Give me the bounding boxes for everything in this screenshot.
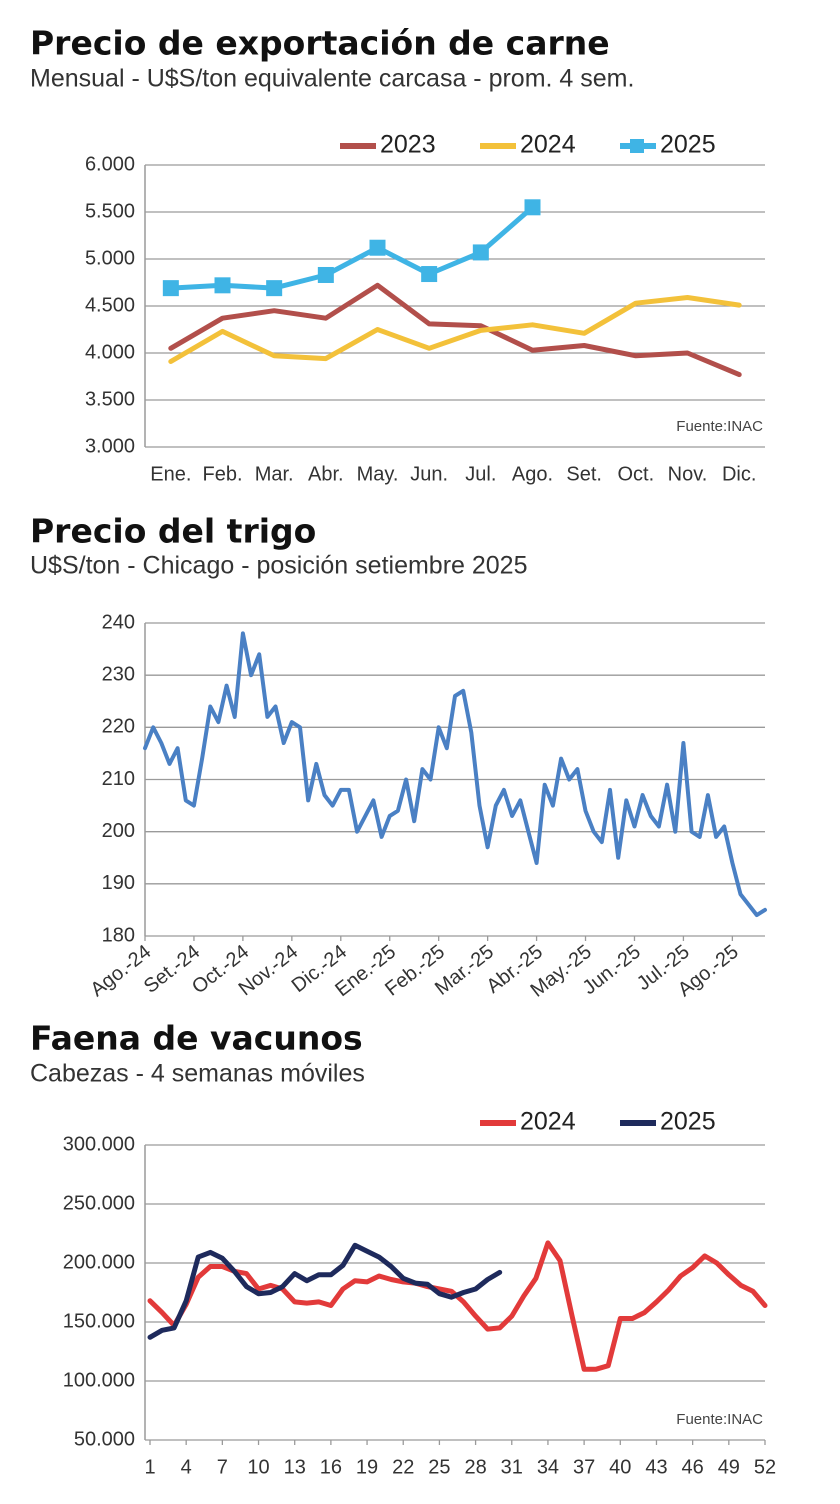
y-tick-label: 3.000 (85, 435, 135, 457)
x-tick-label: Oct. (617, 463, 654, 485)
y-tick-label: 100.000 (63, 1369, 135, 1391)
x-tick-label: 19 (356, 1456, 378, 1478)
x-tick-label: 4 (181, 1456, 192, 1478)
x-tick-label: 31 (501, 1456, 523, 1478)
y-tick-label: 5.500 (85, 200, 135, 222)
x-tick-label: 40 (609, 1456, 631, 1478)
x-tick-label: Feb. (202, 463, 242, 485)
chart-title: Faena de vacunos (30, 1019, 363, 1058)
chart-subtitle: Cabezas - 4 semanas móviles (30, 1060, 365, 1088)
series-line (168, 295, 742, 364)
x-tick-label: 43 (645, 1456, 667, 1478)
y-tick-label: 4.000 (85, 341, 135, 363)
y-tick-label: 190 (102, 872, 135, 894)
y-tick-label: 4.500 (85, 294, 135, 316)
x-tick-label: 7 (217, 1456, 228, 1478)
y-tick-label: 200 (102, 820, 135, 842)
x-tick-label: Ago.-24 (87, 941, 156, 1001)
point-marker (317, 266, 334, 283)
source-note: Fuente:INAC (676, 1411, 763, 1428)
y-tick-label: 150.000 (63, 1310, 135, 1332)
series-line (168, 282, 742, 378)
series-line (143, 631, 767, 918)
y-tick-label: 250.000 (63, 1192, 135, 1214)
x-tick-label: Jun. (410, 463, 448, 485)
chart-title: Precio del trigo (30, 512, 316, 551)
legend-label: 2024 (520, 1108, 576, 1136)
x-tick-label: Ago. (512, 463, 553, 485)
x-tick-label: Jul. (465, 463, 496, 485)
y-tick-label: 200.000 (63, 1251, 135, 1273)
x-tick-label: Abr. (308, 463, 344, 485)
x-tick-label: May. (357, 463, 399, 485)
y-tick-label: 240 (102, 611, 135, 633)
x-tick-label: 10 (247, 1456, 269, 1478)
source-note: Fuente:INAC (676, 418, 763, 435)
point-marker (214, 277, 231, 294)
x-tick-label: Nov. (668, 463, 708, 485)
x-tick-label: 16 (320, 1456, 342, 1478)
y-tick-label: 220 (102, 716, 135, 738)
series-line (168, 204, 535, 291)
x-tick-label: 34 (537, 1456, 559, 1478)
series-line (147, 1240, 768, 1372)
legend-label: 2023 (380, 131, 436, 159)
point-marker (162, 280, 179, 297)
x-tick-label: 49 (718, 1456, 740, 1478)
chart-subtitle: Mensual - U$S/ton equivalente carcasa - … (30, 65, 634, 93)
x-tick-label: Mar. (255, 463, 294, 485)
legend-label: 2025 (660, 131, 716, 159)
y-tick-label: 180 (102, 924, 135, 946)
y-tick-label: 230 (102, 663, 135, 685)
legend-label: 2025 (660, 1108, 716, 1136)
x-tick-label: 52 (754, 1456, 776, 1478)
x-tick-label: 25 (428, 1456, 450, 1478)
x-tick-label: 28 (464, 1456, 486, 1478)
point-marker (524, 199, 541, 216)
legend-label: 2024 (520, 131, 576, 159)
point-marker (472, 244, 489, 261)
point-marker (266, 280, 283, 297)
y-tick-label: 300.000 (63, 1133, 135, 1155)
x-tick-label: Dic. (722, 463, 756, 485)
chart-subtitle: U$S/ton - Chicago - posición setiembre 2… (30, 552, 528, 580)
x-tick-label: 37 (573, 1456, 595, 1478)
y-tick-label: 3.500 (85, 388, 135, 410)
y-tick-label: 5.000 (85, 247, 135, 269)
x-tick-label: 13 (284, 1456, 306, 1478)
point-marker (369, 239, 386, 256)
y-tick-label: 6.000 (85, 153, 135, 175)
x-tick-label: 46 (682, 1456, 704, 1478)
series-line (147, 1242, 503, 1340)
y-tick-label: 50.000 (74, 1428, 135, 1450)
x-tick-label: Ene. (150, 463, 191, 485)
y-tick-label: 210 (102, 768, 135, 790)
legend-marker (630, 139, 644, 153)
point-marker (421, 266, 438, 283)
chart-title: Precio de exportación de carne (30, 24, 610, 63)
x-tick-label: 22 (392, 1456, 414, 1478)
x-tick-label: Set. (566, 463, 602, 485)
x-tick-label: 1 (144, 1456, 155, 1478)
